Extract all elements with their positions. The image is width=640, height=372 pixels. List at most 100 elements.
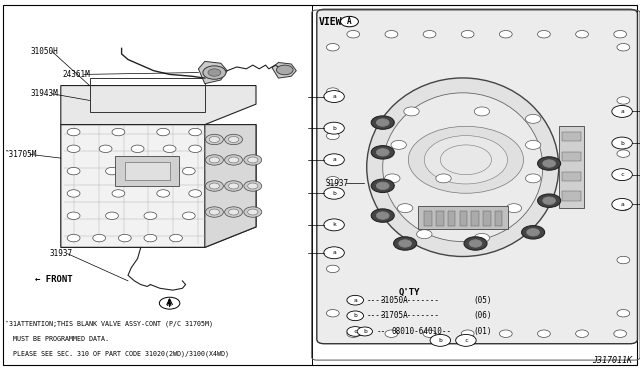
Circle shape [225,207,243,217]
Circle shape [209,183,220,189]
Bar [483,211,491,225]
Text: a: a [353,298,357,303]
Circle shape [430,334,451,346]
Circle shape [326,44,339,51]
Circle shape [408,126,524,193]
Circle shape [423,31,436,38]
Circle shape [209,137,220,142]
Circle shape [399,240,412,247]
Circle shape [499,31,512,38]
Text: (01): (01) [474,327,492,336]
Polygon shape [198,61,227,84]
Text: (05): (05) [474,296,492,305]
Text: Q'TY: Q'TY [399,288,420,297]
Bar [559,126,584,208]
Circle shape [106,212,118,219]
Circle shape [385,174,400,183]
Circle shape [228,137,239,142]
Text: ----: ---- [367,311,385,320]
Circle shape [157,128,170,136]
Circle shape [543,160,556,167]
Circle shape [67,212,80,219]
Circle shape [99,145,112,153]
Circle shape [617,97,630,104]
Circle shape [617,310,630,317]
Text: PLEASE SEE SEC. 310 OF PART CODE 31020(2WD)/3100(X4WD): PLEASE SEE SEC. 310 OF PART CODE 31020(2… [5,350,229,357]
Text: 31050H: 31050H [31,47,58,56]
Circle shape [376,212,389,219]
Circle shape [225,134,243,145]
Text: 31937: 31937 [325,179,348,187]
Circle shape [538,31,550,38]
Circle shape [461,31,474,38]
Bar [125,162,170,180]
Text: A: A [167,299,172,308]
Circle shape [461,330,474,337]
Circle shape [527,228,540,236]
Circle shape [397,203,413,212]
Bar [436,211,444,225]
Text: ← FRONT: ← FRONT [35,275,73,283]
Circle shape [244,207,262,217]
Circle shape [525,114,541,124]
Circle shape [67,234,80,242]
Circle shape [525,140,541,149]
Circle shape [276,65,293,75]
Text: --------: -------- [403,311,440,320]
Text: ----: ---- [367,296,385,305]
Circle shape [326,88,339,95]
Circle shape [209,157,220,163]
Circle shape [506,203,522,212]
Circle shape [189,190,202,197]
Ellipse shape [383,93,543,242]
Bar [562,152,581,161]
Text: b: b [620,141,624,145]
Circle shape [347,31,360,38]
Circle shape [244,155,262,165]
Circle shape [189,145,202,153]
Text: MUST BE PROGRAMMED DATA.: MUST BE PROGRAMMED DATA. [5,336,109,341]
Circle shape [417,230,432,239]
Text: a: a [332,157,336,162]
Circle shape [225,181,243,191]
Circle shape [394,237,417,250]
Circle shape [347,327,364,336]
Circle shape [376,182,389,190]
Circle shape [67,190,80,197]
Text: c: c [620,172,624,177]
Bar [562,132,581,141]
Circle shape [324,187,344,199]
Circle shape [170,234,182,242]
Circle shape [326,221,339,228]
Text: 24361M: 24361M [63,70,90,79]
Ellipse shape [367,78,559,257]
Text: a: a [620,202,624,207]
Circle shape [464,237,487,250]
Text: b: b [353,313,357,318]
Circle shape [612,105,632,117]
Bar [448,211,456,225]
Text: b: b [332,126,336,131]
Circle shape [144,212,157,219]
Circle shape [326,177,339,184]
Circle shape [522,225,545,239]
Text: A: A [347,17,352,26]
Bar [424,211,432,225]
Circle shape [326,132,339,140]
Circle shape [67,167,80,175]
Circle shape [248,183,258,189]
Text: k: k [332,222,336,227]
Circle shape [614,330,627,337]
Circle shape [474,107,490,116]
Circle shape [391,140,406,149]
Text: c: c [464,338,468,343]
Bar [495,211,502,225]
Circle shape [404,107,419,116]
Circle shape [371,145,394,159]
Circle shape [543,197,556,205]
Circle shape [248,209,258,215]
Circle shape [112,190,125,197]
Circle shape [182,212,195,219]
Circle shape [538,194,561,208]
Circle shape [93,234,106,242]
